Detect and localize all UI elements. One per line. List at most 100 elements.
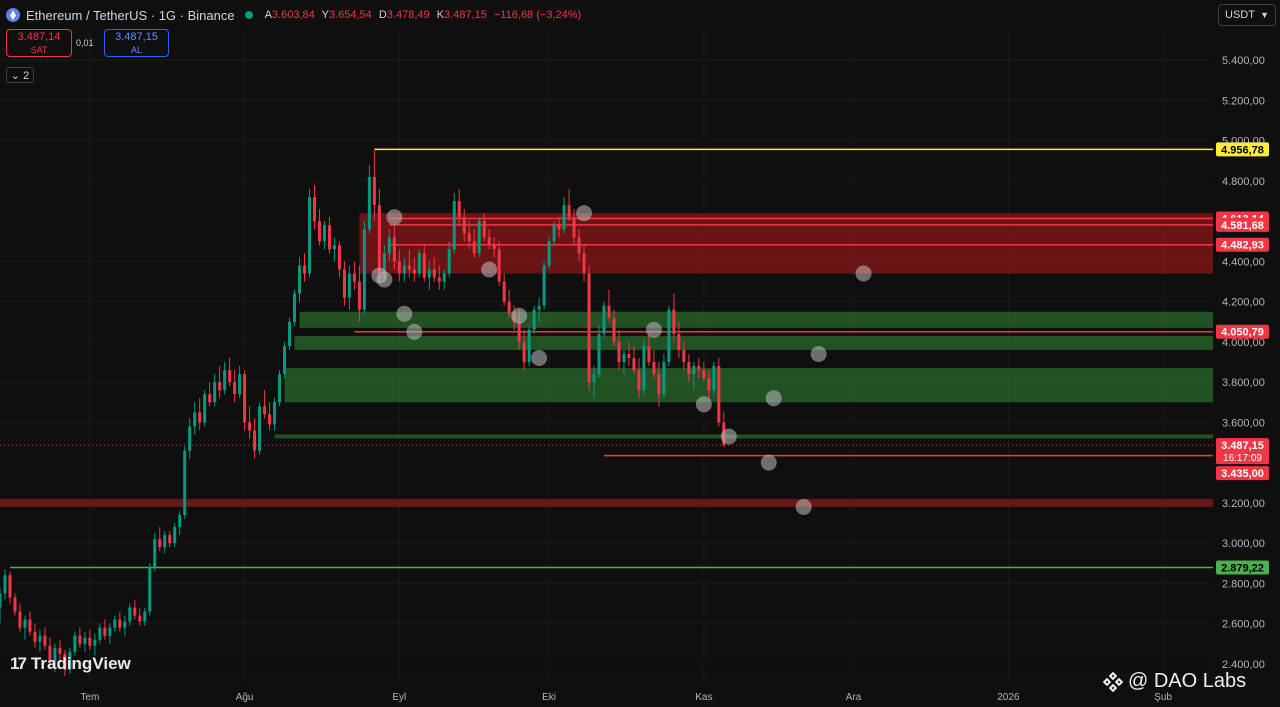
indicator-count: 2 xyxy=(23,70,30,82)
last-price-badge-bg xyxy=(1216,438,1269,465)
candle-body xyxy=(307,197,311,274)
candle-body xyxy=(288,321,292,346)
watermark: @ DAO Labs xyxy=(1102,670,1246,693)
candle-body xyxy=(362,229,366,310)
ohlc-change: −116,68 (−3,24%) xyxy=(493,9,582,21)
marker-circle xyxy=(795,498,812,515)
y-tick-label: 4.000,00 xyxy=(1222,337,1265,349)
candle-body xyxy=(58,647,62,654)
candle-body xyxy=(357,281,361,310)
marker-circle xyxy=(720,428,737,445)
candle-body xyxy=(407,265,411,270)
candle-body xyxy=(48,645,52,662)
candle-body xyxy=(153,539,157,568)
candle-body xyxy=(23,619,27,628)
candle-body xyxy=(642,345,646,391)
price-level-badge: 4.956,78 xyxy=(1221,144,1264,156)
marker-circle xyxy=(376,271,393,288)
candle-body xyxy=(377,205,381,274)
candle-body xyxy=(432,269,436,278)
candle-body xyxy=(263,406,267,415)
candle-body xyxy=(567,205,571,218)
symbol-title[interactable]: Ethereum / TetherUS · 1G · Binance xyxy=(26,7,235,23)
candle-body xyxy=(657,374,661,395)
candle-body xyxy=(133,607,137,616)
candle-body xyxy=(108,627,112,636)
y-tick-label: 3.800,00 xyxy=(1222,377,1265,389)
symbol-header: Ethereum / TetherUS · 1G · Binance A3.60… xyxy=(6,6,581,24)
candle-body xyxy=(317,221,321,242)
y-tick-label: 3.200,00 xyxy=(1222,498,1265,510)
currency-select[interactable]: USDT ▼ xyxy=(1218,4,1276,26)
candle-body xyxy=(332,245,336,250)
candle-body xyxy=(632,358,636,371)
indicators-toggle-button[interactable]: ⌄ 2 xyxy=(6,67,34,83)
candle-body xyxy=(462,217,466,234)
zone-support xyxy=(274,434,1213,439)
horizontal-levels[interactable] xyxy=(0,148,1213,569)
ohlc-close: 3.487,15 xyxy=(444,9,487,21)
candle-body xyxy=(367,176,371,230)
candle-body xyxy=(243,374,247,423)
buy-button[interactable]: 3.487,15 AL xyxy=(104,29,169,57)
candle-body xyxy=(342,269,346,298)
candle-body xyxy=(392,237,396,262)
candle-body xyxy=(88,637,92,646)
candle-body xyxy=(637,370,641,391)
candle-body xyxy=(442,273,446,282)
tradingview-wordmark: TradingView xyxy=(30,654,131,673)
candle-body xyxy=(677,333,681,350)
candle-body xyxy=(213,382,217,403)
candle-body xyxy=(612,317,616,342)
candlesticks xyxy=(0,150,726,676)
candle-body xyxy=(627,353,631,359)
candle-body xyxy=(582,253,586,274)
candle-body xyxy=(652,362,656,375)
candle-body xyxy=(712,366,716,391)
y-tick-label: 4.800,00 xyxy=(1222,176,1265,188)
candle-body xyxy=(562,205,566,230)
chevron-down-icon: ▼ xyxy=(1260,10,1269,20)
dao-logo-icon xyxy=(1102,671,1124,692)
ohlc-high-key: Y xyxy=(321,9,329,21)
candle-body xyxy=(327,225,331,250)
zone-supply xyxy=(359,213,1213,274)
y-tick-label: 2.800,00 xyxy=(1222,578,1265,590)
x-tick-label: 2026 xyxy=(997,692,1020,703)
time-axis[interactable]: Tem Ağu Eyl Eki Kas Ara 2026 Şub xyxy=(80,692,1172,703)
candle-body xyxy=(322,225,326,242)
y-tick-label: 2.600,00 xyxy=(1222,619,1265,631)
sell-button[interactable]: 3.487,14 SAT xyxy=(6,29,72,57)
marker-circle xyxy=(481,261,498,278)
candle-body xyxy=(28,619,32,632)
y-tick-label: 3.600,00 xyxy=(1222,417,1265,429)
zone-supply xyxy=(0,498,1213,507)
x-tick-label: Ara xyxy=(846,692,862,703)
x-tick-label: Ağu xyxy=(236,692,254,703)
candle-body xyxy=(417,253,421,274)
ohlc-open: 3.603,84 xyxy=(271,9,315,21)
tradingview-logo[interactable]: 17 TradingView xyxy=(10,654,131,674)
marker-circle xyxy=(396,305,413,322)
candle-body xyxy=(587,273,591,383)
candle-body xyxy=(412,269,416,274)
y-tick-label: 5.200,00 xyxy=(1222,95,1265,107)
ohlc-values: A3.603,84 Y3.654,54 D3.478,49 K3.487,15 … xyxy=(265,9,582,21)
candle-body xyxy=(83,637,87,644)
candle-body xyxy=(183,450,187,515)
marker-circle xyxy=(576,205,593,222)
countdown-badge: 16:17:09 xyxy=(1223,453,1262,464)
candle-body xyxy=(198,412,202,423)
y-tick-label: 3.000,00 xyxy=(1222,538,1265,550)
candle-body xyxy=(542,265,546,306)
x-tick-label: Eki xyxy=(542,692,556,703)
candle-body xyxy=(103,627,107,636)
last-price-badge: 3.487,15 xyxy=(1221,440,1264,452)
candle-body xyxy=(372,176,376,206)
price-level-badge: 4.581,68 xyxy=(1221,220,1264,232)
candle-body xyxy=(228,370,232,383)
candle-body xyxy=(238,374,242,395)
candle-body xyxy=(607,305,611,318)
candle-body xyxy=(397,261,401,274)
